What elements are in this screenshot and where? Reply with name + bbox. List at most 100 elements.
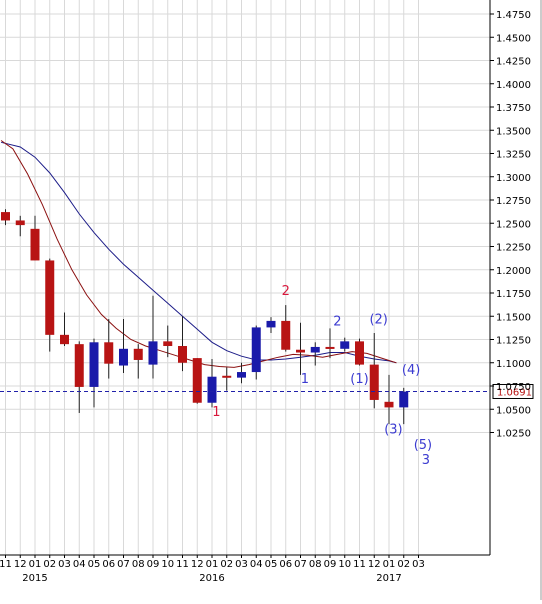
candle [30,215,40,261]
candle [192,358,202,404]
candle [89,338,99,408]
year-label: 2015 [22,573,47,584]
wave-label: (4) [402,363,420,378]
candle-body-down [178,346,187,363]
candle-body-down [60,334,69,345]
wave-label: (3) [384,422,402,437]
candle-body-down [222,375,232,378]
candle-body-down [192,358,202,403]
x-tick-label: 12 [191,559,204,570]
candle [178,316,187,372]
candle [1,209,10,226]
candle-body-up [207,376,217,403]
candle [207,359,217,408]
current-price-box [492,383,534,399]
candle-body-up [119,348,128,366]
x-tick-label: 02 [220,559,233,570]
candle-body-up [89,342,99,387]
x-tick-label: 09 [324,559,337,570]
candle [15,215,25,237]
candle [310,342,320,366]
candle [237,362,246,384]
plot-background [0,0,490,555]
y-tick-label: 1.2250 [496,243,531,254]
y-tick-label: 1.0250 [496,429,531,440]
current-price-label: 1.0691 [497,387,532,398]
candle-body-up [237,372,246,378]
y-tick-label: 1.3500 [496,126,531,137]
x-tick-label: 09 [147,559,160,570]
y-tick-label: 1.1750 [496,289,531,300]
x-tick-label: 05 [88,559,101,570]
x-tick-label: 03 [235,559,248,570]
x-tick-label: 04 [250,559,263,570]
year-label: 2016 [199,573,224,584]
x-tick-label: 08 [132,559,145,570]
wave-label: 3 [422,453,430,468]
candle [369,332,379,409]
candle [325,328,335,359]
x-tick-label: 11 [0,559,12,570]
wave-label: 2 [333,315,341,330]
x-tick-label: 12 [14,559,27,570]
candle [74,341,84,413]
x-tick-label: 01 [206,559,219,570]
wave-label: (1) [350,372,368,387]
candles [1,209,409,425]
x-tick-label: 11 [353,559,366,570]
candle [104,319,114,379]
candle [60,312,69,347]
candle-body-down [133,348,143,360]
candle-body-down [325,346,335,349]
candle [163,325,173,358]
candle-body-down [15,220,25,226]
candle-body-up [310,346,320,353]
y-tick-label: 1.3750 [496,103,531,114]
y-tick-label: 1.1250 [496,336,531,347]
candle-body-down [163,341,173,347]
candle-body-down [296,349,305,353]
candle-body-down [281,320,291,350]
y-tick-label: 1.2000 [496,266,531,277]
candle [355,338,364,366]
candle [222,367,232,391]
y-tick-label: 1.1500 [496,312,531,323]
wave-label: 1 [301,372,309,387]
candle-body-down [369,364,379,400]
wave-label: (2) [369,313,387,328]
x-tick-label: 02 [397,559,410,570]
candle-body-up [340,341,350,349]
candle-body-up [399,391,409,408]
x-tick-label: 02 [43,559,56,570]
y-tick-label: 1.1000 [496,359,531,370]
y-tick-label: 1.3250 [496,150,531,161]
x-tick-label: 07 [294,559,307,570]
y-tick-label: 1.0750 [496,382,531,393]
candle-body-up [251,327,261,373]
candle-body-down [1,212,10,221]
y-tick-label: 1.3000 [496,173,531,184]
y-tick-label: 1.0500 [496,405,531,416]
x-tick-label: 03 [58,559,71,570]
candle [281,305,291,352]
x-tick-label: 10 [338,559,351,570]
candle-body-down [104,342,114,364]
y-tick-label: 1.4500 [496,33,531,44]
candle [119,319,128,373]
current-price: 1.0691 [0,383,534,399]
wave-label: 2 [282,284,290,299]
candle [251,325,261,380]
candle-body-down [45,260,55,335]
x-tick-label: 08 [309,559,322,570]
year-label: 2017 [376,573,401,584]
x-tick-label: 11 [176,559,189,570]
candle [266,317,276,333]
x-tick-label: 03 [412,559,425,570]
wave-label: (5) [414,438,432,453]
candle-body-down [384,401,394,408]
candle [399,387,409,425]
x-tick-label: 05 [265,559,278,570]
